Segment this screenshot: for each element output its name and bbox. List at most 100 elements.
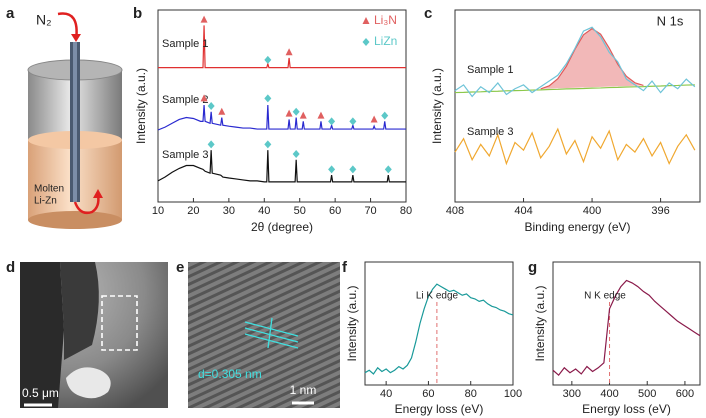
plot-frame	[552, 261, 701, 386]
x-tick-label: 10	[152, 205, 164, 217]
panel-label: g	[528, 259, 537, 276]
peak-marker	[349, 117, 357, 126]
x-axis-label: 2θ (degree)	[251, 220, 313, 234]
peak-marker	[264, 55, 272, 64]
dark-region	[60, 262, 99, 360]
data-line	[364, 283, 514, 375]
lattice-marker	[244, 333, 299, 349]
x-tick-label: 80	[465, 388, 477, 400]
data-line	[157, 150, 406, 183]
legend-symbol	[362, 17, 370, 24]
x-tick-label: 30	[223, 205, 235, 217]
peak-marker	[285, 48, 293, 56]
annotation: N 1s	[657, 13, 684, 28]
micrograph-e: e d=0.305 nm 1 nm	[176, 259, 340, 408]
plot-frame	[454, 9, 701, 203]
peak-marker	[299, 111, 307, 119]
x-tick-label: 20	[187, 205, 199, 217]
series-label: Sample 1	[467, 64, 513, 76]
plot-frame	[157, 9, 407, 203]
peak-marker	[264, 94, 272, 103]
peak-marker	[328, 165, 336, 174]
image	[188, 262, 340, 408]
particle	[66, 367, 111, 399]
plot-frame	[364, 261, 514, 386]
x-axis-label: Energy loss (eV)	[582, 402, 671, 416]
x-tick-label: 50	[294, 205, 306, 217]
arrow-head	[93, 189, 103, 198]
data-line	[454, 84, 695, 94]
data-line	[540, 27, 644, 90]
x-tick-label: 60	[422, 388, 434, 400]
peak-marker	[200, 94, 208, 102]
selection-box	[101, 295, 138, 351]
series-label: Sample 1	[162, 38, 208, 50]
gas-label: N₂	[36, 12, 52, 28]
panel-label: c	[424, 5, 432, 22]
peak-marker	[264, 140, 272, 149]
panel-label: e	[176, 259, 184, 276]
x-tick-label: 400	[600, 388, 618, 400]
crucible-bottom	[28, 211, 122, 229]
panel-label: f	[342, 259, 348, 276]
peak-marker	[328, 117, 336, 126]
peak-marker	[285, 109, 293, 117]
melt-label: Li-Zn	[34, 196, 57, 207]
scale-label: 1 nm	[290, 383, 317, 397]
legend-symbol	[362, 38, 370, 46]
y-axis-label: Intensity (a.u.)	[430, 68, 444, 144]
data-line	[157, 105, 406, 131]
legend-label: LiZn	[374, 34, 397, 48]
annotation: Li K edge	[416, 291, 459, 302]
x-axis-label: Energy loss (eV)	[395, 402, 484, 416]
x-tick-label: 600	[676, 388, 694, 400]
x-axis-label: Binding energy (eV)	[524, 220, 630, 234]
lattice-marker	[244, 327, 299, 343]
peak-marker	[200, 15, 208, 23]
dark-region	[20, 262, 64, 408]
peak-marker	[317, 111, 325, 119]
melt-label: Molten	[34, 184, 64, 195]
series-label: Sample 3	[162, 149, 208, 161]
bubble-arrow	[73, 194, 100, 215]
peak-marker	[381, 111, 389, 120]
x-tick-label: 400	[583, 205, 601, 217]
peak-marker	[292, 107, 300, 116]
x-tick-label: 70	[364, 205, 376, 217]
panel-label: b	[133, 5, 142, 22]
scale-label: 0.5 μm	[22, 386, 59, 400]
series-label: Sample 3	[467, 126, 513, 138]
peak-marker	[207, 102, 215, 110]
micrograph-d: d 0.5 μm	[6, 259, 168, 408]
x-tick-label: 60	[329, 205, 341, 217]
data-line	[158, 25, 406, 69]
peak-marker	[292, 150, 300, 158]
legend-label: Li₃N	[374, 13, 397, 27]
peak-marker	[370, 115, 378, 123]
panel-label: a	[6, 5, 15, 22]
peak-marker	[384, 165, 392, 174]
series-label: Sample 2	[162, 94, 208, 106]
annotation: N K edge	[584, 291, 626, 302]
peak-marker	[218, 107, 226, 115]
x-tick-label: 80	[400, 205, 412, 217]
x-tick-label: 396	[651, 205, 669, 217]
x-tick-label: 500	[638, 388, 656, 400]
y-axis-label: Intensity (a.u.)	[134, 68, 148, 144]
lattice-marker	[244, 321, 299, 337]
spacing-label: d=0.305 nm	[198, 367, 262, 381]
y-axis-label: Intensity (a.u.)	[345, 285, 359, 361]
peak-marker	[207, 140, 215, 149]
data-line	[552, 279, 701, 377]
y-axis-label: Intensity (a.u.)	[533, 285, 547, 361]
x-tick-label: 100	[504, 388, 522, 400]
peak-marker	[349, 165, 357, 174]
data-line	[454, 26, 696, 98]
schematic: a N₂ Molten Li-Zn	[6, 5, 123, 229]
lattice-marker	[267, 317, 273, 349]
panel-label: d	[6, 259, 15, 276]
tube-core	[73, 42, 77, 202]
x-tick-label: 300	[563, 388, 581, 400]
